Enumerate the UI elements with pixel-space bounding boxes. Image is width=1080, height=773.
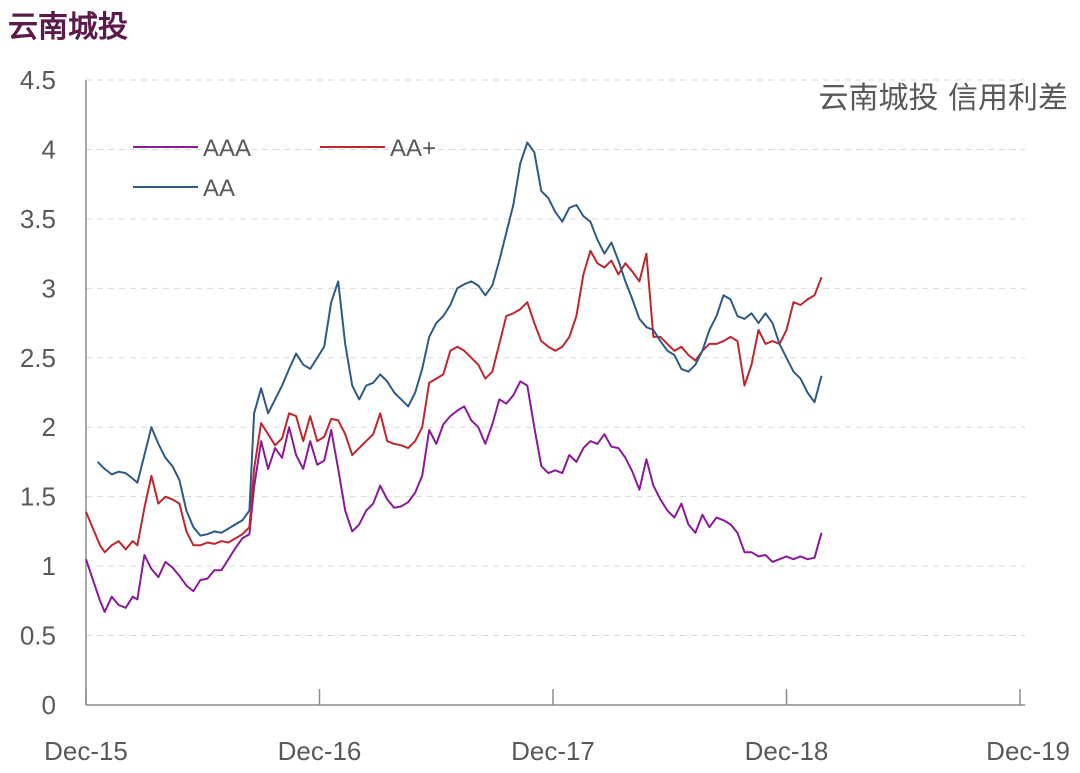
- page-title: 云南城投: [8, 10, 128, 45]
- y-tick-label: 4: [42, 134, 56, 164]
- legend-label: AA: [203, 175, 235, 202]
- series-line-aaa: [85, 380, 823, 613]
- y-tick-label: 0.5: [20, 621, 56, 651]
- x-tick-label: Dec-18: [745, 736, 829, 766]
- gridlines: [86, 79, 1025, 637]
- y-tick-label: 0: [42, 690, 56, 720]
- y-tick-label: 1: [42, 551, 56, 581]
- x-tick-label: Dec-16: [278, 736, 362, 766]
- y-tick-label: 4.5: [20, 65, 56, 95]
- series-line-aa-plus: [85, 249, 823, 554]
- legend: AAA AA+ AA: [133, 135, 436, 202]
- chart-title: 云南城投 信用利差: [818, 81, 1068, 116]
- y-tick-label: 1.5: [20, 482, 56, 512]
- x-tick-label: Dec-19: [986, 736, 1070, 766]
- y-tick-labels: 0 0.5 1 1.5 2 2.5 3 3.5 4 4.5: [20, 65, 56, 720]
- axes: [85, 80, 1025, 706]
- x-tick-label: Dec-15: [44, 736, 128, 766]
- y-tick-label: 2: [42, 412, 56, 442]
- series-line-aa: [96, 141, 823, 537]
- series-lines: [85, 141, 823, 613]
- y-tick-label: 3: [42, 273, 56, 303]
- y-tick-label: 3.5: [20, 204, 56, 234]
- y-tick-label: 2.5: [20, 343, 56, 373]
- legend-label: AAA: [203, 135, 251, 162]
- x-tick-label: Dec-17: [511, 736, 595, 766]
- x-tick-labels: Dec-15 Dec-16 Dec-17 Dec-18 Dec-19: [44, 736, 1070, 766]
- legend-label: AA+: [390, 135, 436, 162]
